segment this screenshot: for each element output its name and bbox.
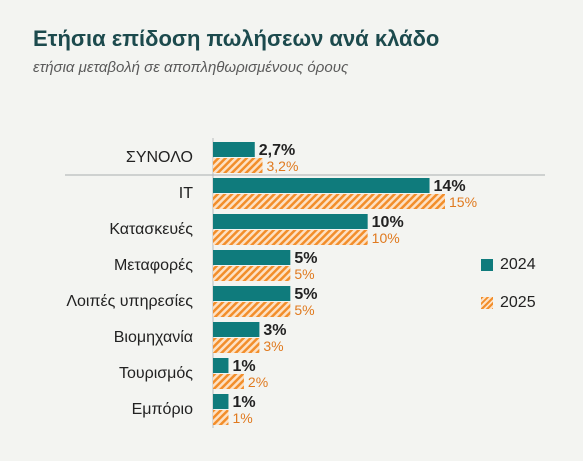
bar-2024 — [213, 286, 291, 301]
bar-2025 — [213, 230, 368, 245]
bar-2025 — [213, 410, 229, 425]
bar-2024 — [213, 178, 430, 193]
data-label-2024: 14% — [434, 178, 466, 195]
legend-2: 2025 — [481, 294, 536, 312]
legend-swatch-2024 — [481, 259, 493, 271]
bar-2024 — [213, 214, 368, 229]
data-label-2025: 15% — [449, 194, 477, 210]
data-label-2024: 5% — [294, 250, 317, 267]
data-label-2025: 1% — [232, 410, 252, 426]
data-label-2025: 2% — [248, 374, 268, 390]
bar-2024 — [213, 250, 291, 265]
data-label-2025: 10% — [372, 230, 400, 246]
legend-item-2024: 2024 — [481, 256, 536, 274]
data-label-2024: 10% — [372, 214, 404, 231]
legend-item-2025: 2025 — [481, 294, 536, 312]
category-label: Εμπόριο — [132, 401, 193, 418]
bar-2025 — [213, 302, 291, 317]
bar-2025 — [213, 374, 244, 389]
plot-area: ΣΥΝΟΛΟ 2,7%3,2% IT 14%15% Κατασκευές 10%10% Με… — [65, 138, 545, 428]
bar-2025 — [213, 266, 291, 281]
data-label-2024: 2,7% — [259, 142, 295, 159]
category-label: IT — [179, 185, 193, 202]
data-label-2025: 3,2% — [266, 158, 298, 174]
data-label-2024: 3% — [263, 322, 286, 339]
data-label-2025: 5% — [294, 266, 314, 282]
data-label-2025: 5% — [294, 302, 314, 318]
chart-subtitle: ετήσια μεταβολή σε αποπληθωρισμένους όρο… — [33, 59, 349, 76]
category-label: Βιομηχανία — [114, 329, 193, 346]
category-label: Τουρισμός — [119, 365, 193, 382]
bar-2025 — [213, 158, 263, 173]
category-label: Μεταφορές — [114, 257, 193, 274]
bar-2024 — [213, 394, 229, 409]
data-label-2024: 1% — [232, 394, 255, 411]
data-label-2024: 1% — [232, 358, 255, 375]
legend: 2024 — [481, 256, 536, 274]
category-label: ΣΥΝΟΛΟ — [126, 149, 193, 166]
bar-2024 — [213, 322, 260, 337]
category-label: Κατασκευές — [109, 221, 193, 238]
legend-swatch-2025 — [481, 297, 493, 309]
data-label-2024: 5% — [294, 286, 317, 303]
bar-2025 — [213, 338, 260, 353]
legend-label-2024: 2024 — [500, 256, 536, 273]
data-label-2025: 3% — [263, 338, 283, 354]
bar-2025 — [213, 194, 445, 209]
chart-title: Ετήσια επίδοση πωλήσεων ανά κλάδο — [33, 26, 440, 51]
category-label: Λοιπές υπηρεσίες — [66, 293, 193, 310]
bar-2024 — [213, 142, 255, 157]
legend-label-2025: 2025 — [500, 294, 536, 311]
bar-2024 — [213, 358, 229, 373]
